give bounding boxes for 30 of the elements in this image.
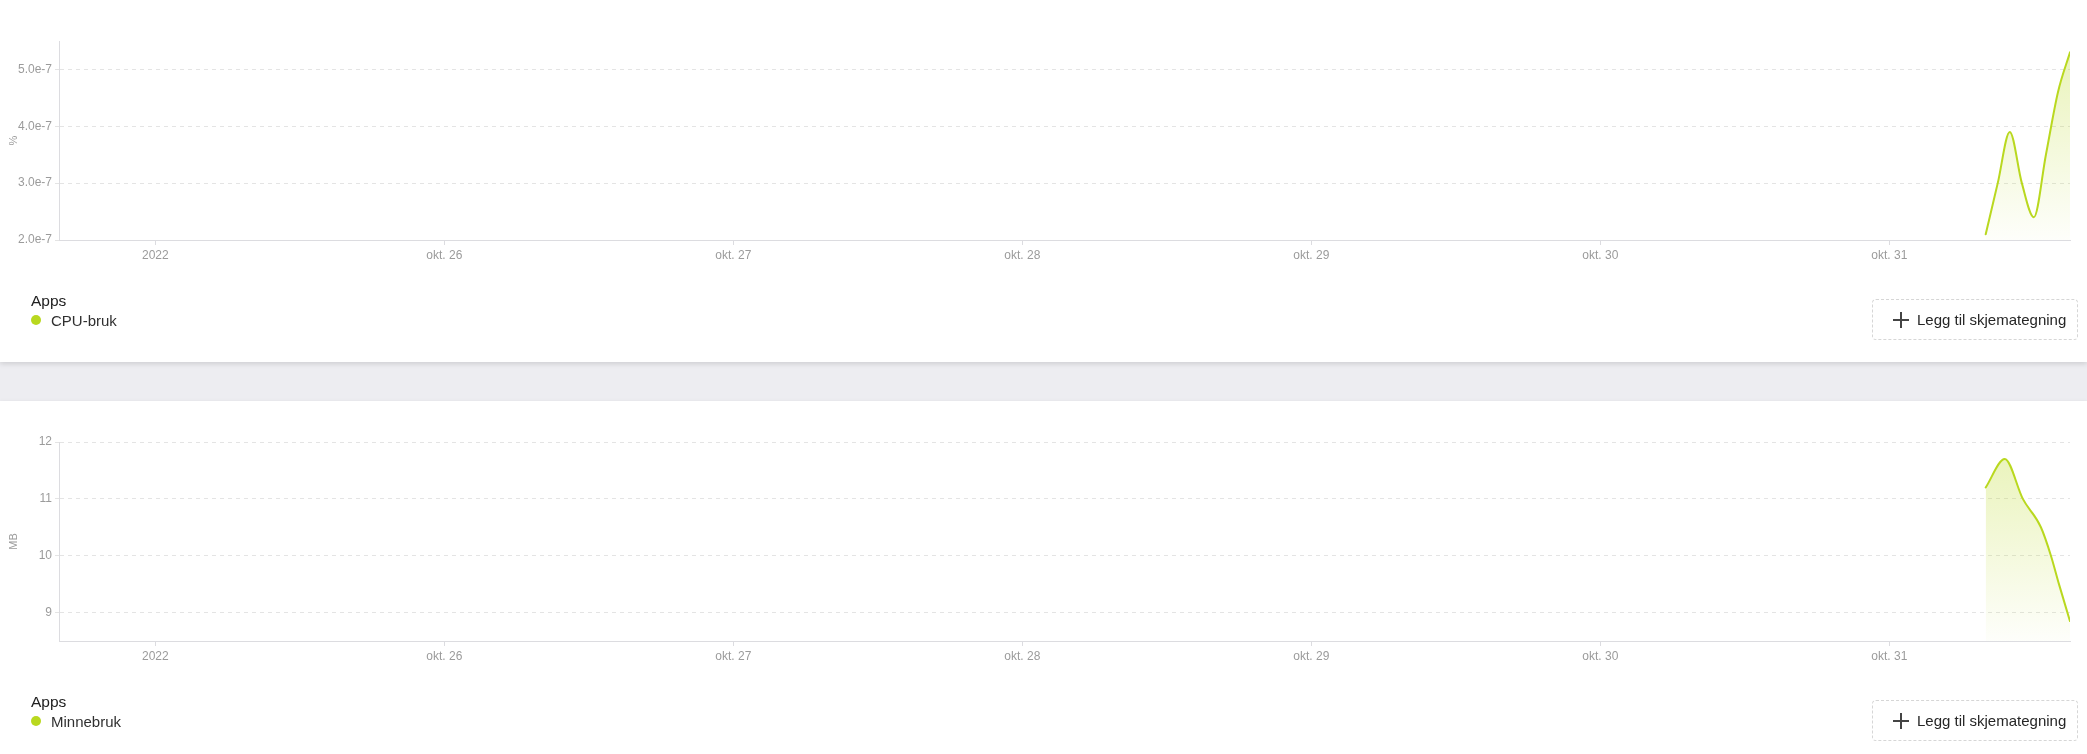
y-axis-title: % [6,135,19,146]
x-tick-label: 2022 [141,247,170,262]
legend-label: CPU-bruk [51,311,117,329]
x-tick-label: okt. 28 [1004,247,1041,262]
x-tick-label: okt. 31 [1871,247,1908,262]
legend-title: Apps [31,692,68,711]
y-tick-label: 3.0e-7 [17,175,53,190]
x-tick-label: okt. 29 [1293,247,1330,262]
x-tick-label: okt. 29 [1293,648,1330,663]
y-tick-label: 12 [38,434,53,449]
add-button: Legg til skjemategning [1872,700,2078,741]
y-axis-title: MB [6,533,19,550]
x-tick-label: okt. 31 [1871,648,1908,663]
x-tick-label: okt. 27 [715,648,752,663]
x-tick-label: okt. 30 [1582,648,1619,663]
add-button: Legg til skjemategning [1872,299,2078,340]
y-tick-label: 2.0e-7 [17,232,53,247]
y-tick-label: 4.0e-7 [17,118,53,133]
x-tick-label: okt. 27 [715,247,752,262]
x-tick-label: 2022 [141,648,170,663]
x-tick-label: okt. 26 [426,247,463,262]
x-tick-label: okt. 30 [1582,247,1619,262]
legend-label: Minnebruk [51,712,122,730]
legend-title: Apps [31,291,68,310]
x-tick-label: okt. 26 [426,648,463,663]
y-tick-label: 9 [45,604,53,619]
y-tick-label: 5.0e-7 [17,61,53,76]
y-tick-label: 11 [39,491,53,506]
y-tick-label: 10 [38,548,53,563]
x-tick-label: okt. 28 [1004,648,1041,663]
